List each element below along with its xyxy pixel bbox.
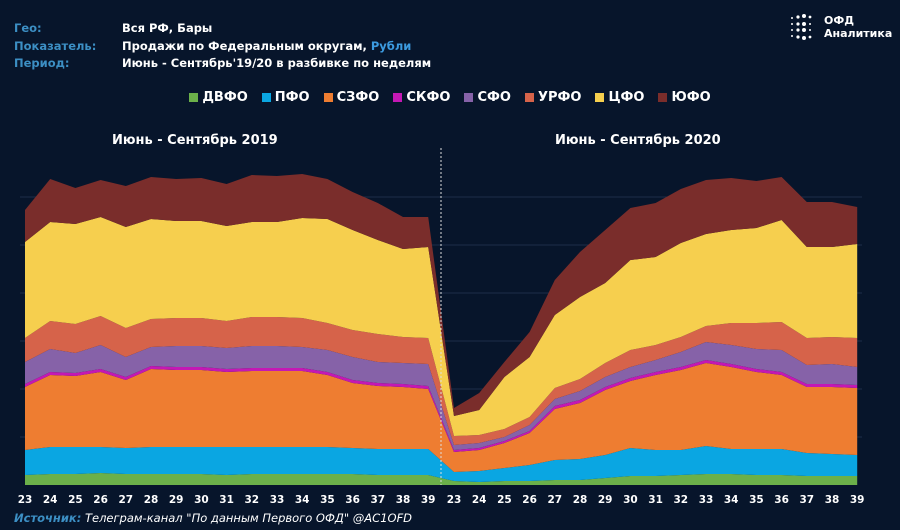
meta-indicator: Показатель: Продажи по Федеральным округа… [14, 38, 412, 53]
x-tick-label: 35 [320, 494, 335, 506]
legend-item: ПФО [261, 90, 310, 105]
x-tick-label: 36 [774, 494, 789, 506]
legend-item: СЗФО [323, 90, 380, 105]
x-tick-label: 32 [673, 494, 688, 506]
x-tick-label: 38 [396, 494, 411, 506]
x-tick-label: 34 [724, 494, 739, 506]
x-tick-label: 24 [472, 494, 487, 506]
area-ЦФО [25, 217, 858, 436]
area-СЗФО [25, 363, 858, 472]
period-title-2019: Июнь - Сентябрь 2019 [112, 133, 278, 148]
legend-swatch [189, 93, 199, 102]
x-tick-label: 23 [447, 494, 462, 506]
x-tick-label: 25 [68, 494, 83, 506]
x-tick-label: 32 [244, 494, 259, 506]
legend-item: УРФО [524, 90, 582, 105]
legend-swatch [658, 93, 668, 102]
x-tick-label: 26 [522, 494, 537, 506]
x-tick-label: 23 [18, 494, 33, 506]
x-tick-label: 29 [169, 494, 184, 506]
legend-item: СФО [464, 90, 511, 105]
area-СФО [25, 342, 858, 450]
legend-label: УРФО [537, 90, 582, 105]
x-tick-label: 36 [345, 494, 360, 506]
legend-label: ЮФО [671, 90, 711, 105]
legend-label: ПФО [274, 90, 310, 105]
x-tick-label: 39 [850, 494, 865, 506]
x-tick-label: 31 [648, 494, 663, 506]
x-tick-label: 37 [799, 494, 814, 506]
area-ЮФО [25, 174, 858, 416]
chart-meta: Гео: Вся РФ, Бары Показатель: Продажи по Ф… [14, 20, 431, 73]
meta-unit: Рубли [370, 38, 412, 53]
legend-swatch [595, 93, 605, 102]
legend-swatch [524, 93, 534, 102]
legend-item: ЦФО [595, 90, 644, 105]
x-tick-label: 33 [270, 494, 285, 506]
chart-legend: ДВФО ПФО СЗФО СКФО СФО УРФО ЦФО ЮФО [0, 90, 900, 105]
x-tick-label: 30 [623, 494, 638, 506]
legend-item: ЮФО [658, 90, 711, 105]
x-tick-label: 27 [547, 494, 562, 506]
x-tick-label: 38 [825, 494, 840, 506]
x-tick-label: 30 [194, 494, 209, 506]
legend-swatch [261, 93, 271, 102]
meta-period: Период: Июнь - Сентябрь'19/20 в разбивке … [14, 56, 432, 70]
source-note: Источник: Телеграм-канал "По данным Перв… [14, 511, 413, 525]
legend-swatch [323, 93, 333, 102]
x-tick-label: 25 [497, 494, 512, 506]
legend-label: СЗФО [336, 90, 380, 105]
x-tick-label: 29 [598, 494, 613, 506]
legend-swatch [464, 93, 474, 102]
period-title-2020: Июнь - Сентябрь 2020 [555, 133, 721, 148]
legend-item: ДВФО [189, 90, 248, 105]
ofd-logo: ОФД Аналитика [788, 12, 892, 42]
x-tick-label: 28 [573, 494, 588, 506]
legend-label: СКФО [406, 90, 451, 105]
meta-indicator-value: Продажи по Федеральным округам, [122, 38, 371, 53]
legend-item: СКФО [393, 90, 450, 105]
meta-geo: Гео: Вся РФ, Бары [14, 21, 213, 35]
legend-swatch [393, 93, 403, 102]
x-tick-label: 37 [370, 494, 385, 506]
x-tick-label: 33 [699, 494, 714, 506]
legend-label: ЦФО [608, 90, 645, 105]
dots-logo-icon [791, 14, 812, 40]
x-tick-label: 31 [219, 494, 234, 506]
area-УРФО [25, 316, 858, 445]
x-tick-label: 26 [93, 494, 108, 506]
x-tick-label: 27 [118, 494, 133, 506]
x-tick-label: 28 [144, 494, 159, 506]
x-tick-label: 35 [749, 494, 764, 506]
legend-label: ДВФО [202, 90, 248, 105]
x-tick-label: 34 [295, 494, 310, 506]
x-tick-label: 39 [421, 494, 436, 506]
legend-label: СФО [477, 90, 511, 105]
x-tick-label: 24 [43, 494, 58, 506]
